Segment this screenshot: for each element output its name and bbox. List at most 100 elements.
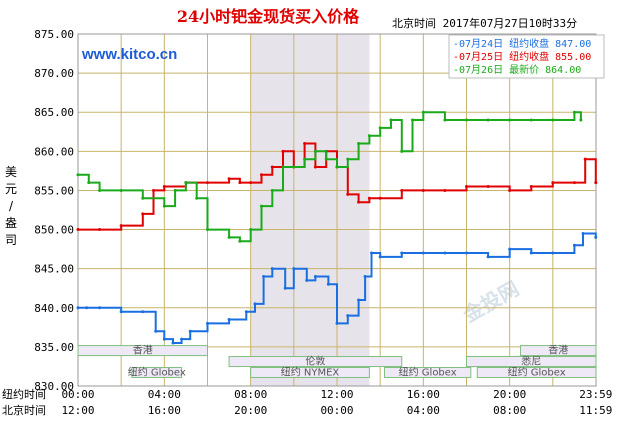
market-session-bar xyxy=(250,366,370,378)
y-tick-label: 830.00 xyxy=(34,380,74,393)
series-point-1 xyxy=(162,185,166,189)
series-point-1 xyxy=(367,196,371,200)
chart-title: 24小时钯金现货买入价格 xyxy=(177,7,360,26)
market-session-label: 香港 xyxy=(548,345,568,357)
series-point-2 xyxy=(292,165,296,169)
watermark-text: 金投网 xyxy=(458,276,523,327)
y-tick-label: 845.00 xyxy=(34,263,74,276)
series-point-0 xyxy=(162,337,166,341)
market-session-bar xyxy=(131,366,183,378)
series-point-1 xyxy=(357,200,361,204)
series-point-1 xyxy=(594,181,598,185)
series-point-1 xyxy=(98,228,102,232)
series-point-1 xyxy=(259,173,263,177)
series-point-1 xyxy=(486,185,490,189)
series-point-1 xyxy=(583,157,587,161)
series-point-1 xyxy=(346,192,350,196)
series-point-1 xyxy=(572,181,576,185)
series-point-2 xyxy=(259,204,263,208)
series-point-0 xyxy=(357,298,361,302)
y-tick-label: 860.00 xyxy=(34,145,74,158)
series-point-1 xyxy=(76,228,80,232)
series-point-1 xyxy=(249,181,253,185)
market-session-label: 纽约 Globex xyxy=(399,365,457,378)
series-point-0 xyxy=(180,337,184,341)
series-point-0 xyxy=(486,255,490,259)
y-tick-label: 865.00 xyxy=(34,106,74,119)
market-session-label: 悉尼 xyxy=(521,356,541,368)
series-point-2 xyxy=(346,157,350,161)
series-point-0 xyxy=(188,329,192,333)
series-point-0 xyxy=(421,251,425,255)
series-point-0 xyxy=(443,251,447,255)
series-point-2 xyxy=(206,228,209,232)
x-tick-newyork: 04:00 xyxy=(148,388,181,401)
series-point-0 xyxy=(270,267,274,271)
x-tick-beijing: 00:00 xyxy=(320,404,353,417)
series-point-1 xyxy=(238,181,242,185)
series-point-2 xyxy=(227,235,231,239)
series-point-0 xyxy=(363,274,367,278)
market-session-bar xyxy=(476,366,597,378)
series-point-1 xyxy=(313,165,317,169)
market-session-label: 伦敦 xyxy=(305,355,325,368)
series-point-2 xyxy=(378,126,382,130)
series-point-0 xyxy=(227,318,231,322)
series-point-0 xyxy=(313,274,317,278)
datetime-label: 北京时间 2017年07月27日10时33分 xyxy=(392,16,577,30)
series-point-0 xyxy=(378,255,382,259)
series-point-2 xyxy=(572,110,576,114)
series-point-2 xyxy=(184,181,188,185)
legend-entry-0: -07月24日 纽约收盘 847.00 xyxy=(453,37,591,50)
legend-entry-1: -07月25日 纽约收盘 855.00 xyxy=(453,50,591,63)
series-point-2 xyxy=(173,188,177,192)
market-session-bar xyxy=(228,356,403,368)
series-point-0 xyxy=(85,306,89,310)
series-point-0 xyxy=(581,231,585,235)
series-point-1 xyxy=(152,188,156,192)
x-tick-beijing: 11:59 xyxy=(579,404,612,417)
series-point-2 xyxy=(238,239,242,243)
series-point-0 xyxy=(141,310,145,314)
series-point-0 xyxy=(370,251,374,255)
series-point-1 xyxy=(206,181,209,185)
x-tick-newyork: 00:00 xyxy=(61,388,94,401)
x-tick-newyork: 16:00 xyxy=(407,388,440,401)
series-point-2 xyxy=(579,118,583,122)
x-tick-beijing: 16:00 xyxy=(148,404,181,417)
series-point-1 xyxy=(303,142,307,146)
series-point-0 xyxy=(465,251,468,255)
series-point-0 xyxy=(594,235,598,239)
series-point-0 xyxy=(98,306,102,310)
series-point-2 xyxy=(411,118,415,122)
series-point-0 xyxy=(572,243,576,247)
series-point-1 xyxy=(400,188,404,192)
series-point-0 xyxy=(326,282,330,286)
y-axis-title-char: 司 xyxy=(5,233,17,247)
series-point-0 xyxy=(292,267,296,271)
series-point-2 xyxy=(367,134,371,138)
series-point-1 xyxy=(281,149,285,153)
series-point-1 xyxy=(421,188,425,192)
x-tick-beijing: 20:00 xyxy=(234,404,267,417)
series-point-1 xyxy=(227,177,231,181)
series-point-1 xyxy=(551,181,555,185)
y-axis-title-char: 盎 xyxy=(5,216,17,230)
x-tick-beijing: 08:00 xyxy=(493,404,526,417)
series-point-0 xyxy=(283,286,287,290)
series-point-1 xyxy=(443,188,447,192)
series-point-0 xyxy=(508,247,512,251)
market-session-label: 纽约 Globex xyxy=(508,365,566,378)
x-row-label-newyork: 纽约时间 xyxy=(2,387,46,401)
x-tick-newyork: 08:00 xyxy=(234,388,267,401)
market-session-label: 纽约 NYMEX xyxy=(281,365,340,378)
x-tick-beijing: 04:00 xyxy=(407,404,440,417)
y-axis-title: 美元 / 盎司 xyxy=(5,165,17,247)
site-label: www.kitco.cn xyxy=(81,46,177,63)
series-point-0 xyxy=(529,251,533,255)
market-session-bar xyxy=(383,366,472,378)
series-point-0 xyxy=(171,341,175,345)
series-point-2 xyxy=(400,149,404,153)
y-axis-title-char: 美 xyxy=(5,165,17,179)
